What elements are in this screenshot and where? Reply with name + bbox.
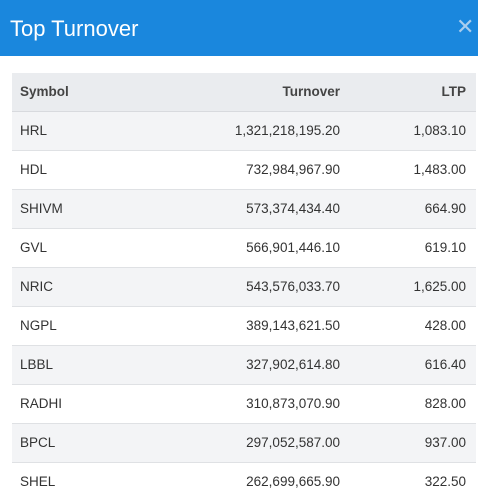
cell-turnover: 543,576,033.70	[246, 279, 340, 294]
cell-ltp: 428.00	[424, 318, 466, 333]
cell-turnover: 297,052,587.00	[246, 435, 340, 450]
cell-symbol: RADHI	[20, 396, 63, 411]
table-row[interactable]: HDL 732,984,967.90 1,483.00	[12, 150, 476, 189]
cell-symbol: GVL	[20, 240, 48, 255]
table-body: HRL 1,321,218,195.20 1,083.10 HDL 732,98…	[12, 111, 476, 499]
cell-ltp: 664.90	[424, 201, 466, 216]
cell-symbol: NRIC	[20, 279, 53, 294]
table-row[interactable]: SHEL 262,699,665.90 322.50	[12, 462, 476, 499]
cell-ltp: 1,483.00	[413, 162, 466, 177]
table-row[interactable]: HRL 1,321,218,195.20 1,083.10	[12, 111, 476, 150]
column-header-ltp[interactable]: LTP	[340, 73, 476, 112]
table-row[interactable]: BPCL 297,052,587.00 937.00	[12, 423, 476, 462]
cell-symbol: LBBL	[20, 357, 54, 372]
cell-turnover: 573,374,434.40	[246, 201, 340, 216]
cell-symbol: HRL	[20, 123, 48, 138]
turnover-table: Symbol Turnover LTP HRL 1,321,218,195.20…	[12, 73, 476, 499]
cell-symbol: SHEL	[20, 474, 56, 489]
cell-symbol: NGPL	[20, 318, 57, 333]
cell-turnover: 732,984,967.90	[246, 162, 340, 177]
table-header: Symbol Turnover LTP	[12, 73, 476, 112]
column-header-turnover[interactable]: Turnover	[162, 73, 340, 112]
cell-ltp: 937.00	[424, 435, 466, 450]
table-row[interactable]: NGPL 389,143,621.50 428.00	[12, 306, 476, 345]
cell-turnover: 327,902,614.80	[246, 357, 340, 372]
cell-turnover: 566,901,446.10	[246, 240, 340, 255]
modal-title: Top Turnover	[10, 16, 139, 41]
turnover-table-container: Symbol Turnover LTP HRL 1,321,218,195.20…	[12, 73, 476, 499]
modal-header: Top Turnover ✕	[0, 0, 478, 56]
table-row[interactable]: GVL 566,901,446.10 619.10	[12, 228, 476, 267]
cell-turnover: 389,143,621.50	[246, 318, 340, 333]
column-header-symbol[interactable]: Symbol	[12, 73, 162, 112]
header-row: Symbol Turnover LTP	[12, 73, 476, 112]
cell-ltp: 1,625.00	[413, 279, 466, 294]
table-row[interactable]: NRIC 543,576,033.70 1,625.00	[12, 267, 476, 306]
table-row[interactable]: RADHI 310,873,070.90 828.00	[12, 384, 476, 423]
cell-ltp: 322.50	[424, 474, 466, 489]
cell-ltp: 619.10	[424, 240, 466, 255]
cell-ltp: 828.00	[424, 396, 466, 411]
cell-ltp: 1,083.10	[413, 123, 466, 138]
table-row[interactable]: SHIVM 573,374,434.40 664.90	[12, 189, 476, 228]
cell-turnover: 262,699,665.90	[246, 474, 340, 489]
cell-turnover: 310,873,070.90	[246, 396, 340, 411]
cell-ltp: 616.40	[424, 357, 466, 372]
cell-turnover: 1,321,218,195.20	[234, 123, 340, 138]
table-row[interactable]: LBBL 327,902,614.80 616.40	[12, 345, 476, 384]
cell-symbol: HDL	[20, 162, 48, 177]
close-icon[interactable]: ✕	[456, 14, 475, 39]
cell-symbol: BPCL	[20, 435, 56, 450]
cell-symbol: SHIVM	[20, 201, 63, 216]
